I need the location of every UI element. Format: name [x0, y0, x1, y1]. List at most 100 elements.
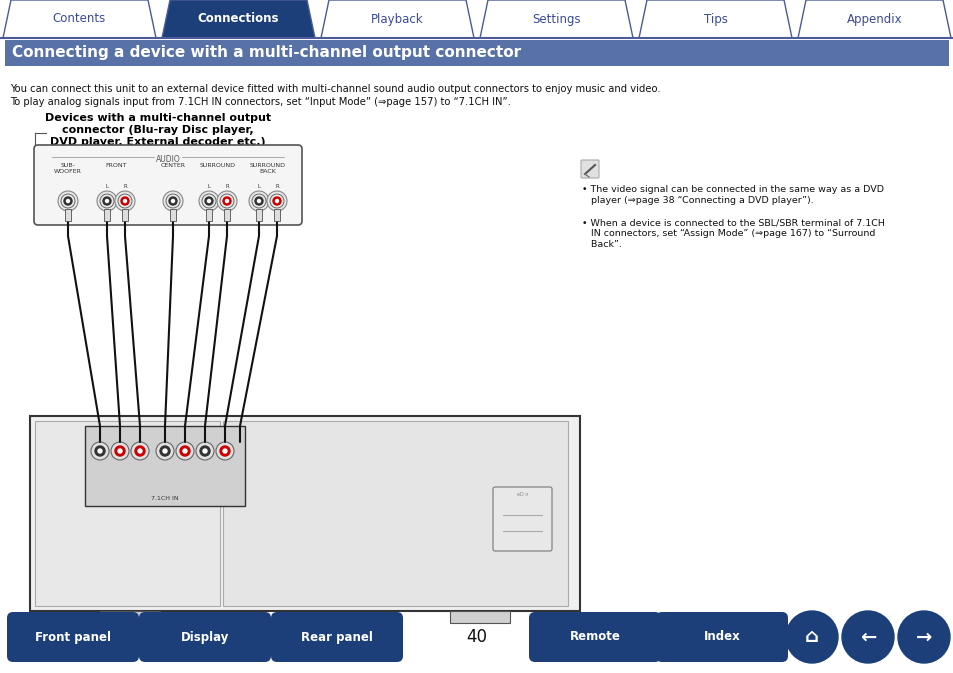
Circle shape: [195, 442, 213, 460]
Bar: [255, 209, 262, 221]
Circle shape: [257, 199, 260, 203]
Circle shape: [183, 449, 187, 453]
Circle shape: [91, 442, 109, 460]
Text: Devices with a multi-channel output: Devices with a multi-channel output: [45, 113, 271, 123]
Text: IN connectors, set “Assign Mode” (⇒page 167) to “Surround: IN connectors, set “Assign Mode” (⇒page …: [581, 229, 875, 238]
Text: player (⇒page 38 “Connecting a DVD player”).: player (⇒page 38 “Connecting a DVD playe…: [581, 196, 813, 205]
Circle shape: [106, 199, 109, 203]
Circle shape: [103, 197, 111, 205]
Polygon shape: [320, 0, 474, 38]
FancyBboxPatch shape: [656, 612, 787, 662]
Circle shape: [267, 191, 287, 211]
Circle shape: [95, 446, 105, 456]
Text: Back”.: Back”.: [581, 240, 621, 249]
Circle shape: [163, 449, 167, 453]
Text: L: L: [257, 184, 260, 190]
Circle shape: [115, 191, 135, 211]
Circle shape: [215, 442, 233, 460]
Bar: [85, 426, 245, 506]
Text: Tips: Tips: [702, 13, 727, 26]
Text: Playback: Playback: [371, 13, 423, 26]
Text: Rear panel: Rear panel: [301, 631, 373, 643]
Circle shape: [225, 199, 229, 203]
Bar: [65, 209, 71, 221]
FancyBboxPatch shape: [139, 612, 271, 662]
FancyBboxPatch shape: [7, 612, 139, 662]
Text: • When a device is connected to the SBL/SBR terminal of 7.1CH: • When a device is connected to the SBL/…: [581, 218, 884, 227]
Text: You can connect this unit to an external device fitted with multi-channel sound : You can connect this unit to an external…: [10, 84, 659, 94]
FancyBboxPatch shape: [493, 487, 552, 551]
Bar: [223, 421, 567, 606]
Circle shape: [249, 191, 269, 211]
Circle shape: [169, 197, 177, 205]
Circle shape: [156, 442, 173, 460]
FancyBboxPatch shape: [529, 612, 660, 662]
Circle shape: [223, 197, 231, 205]
Circle shape: [205, 197, 213, 205]
Bar: [170, 209, 175, 221]
Circle shape: [180, 446, 190, 456]
Circle shape: [223, 449, 227, 453]
Text: R: R: [274, 184, 278, 190]
Text: Appendix: Appendix: [846, 13, 902, 26]
Text: 7.1CH IN: 7.1CH IN: [151, 495, 178, 501]
Text: To play analog signals input from 7.1CH IN connectors, set “Input Mode” (⇒page 1: To play analog signals input from 7.1CH …: [10, 97, 511, 107]
Circle shape: [115, 446, 125, 456]
Circle shape: [121, 197, 129, 205]
Text: →: →: [915, 627, 931, 647]
Circle shape: [254, 197, 263, 205]
Circle shape: [111, 442, 129, 460]
Text: Front panel: Front panel: [35, 631, 111, 643]
Text: Index: Index: [703, 631, 740, 643]
Circle shape: [841, 611, 893, 663]
Bar: [224, 209, 230, 221]
Text: 40: 40: [466, 628, 487, 646]
Circle shape: [220, 446, 230, 456]
Circle shape: [97, 191, 117, 211]
Text: Connecting a device with a multi-channel output connector: Connecting a device with a multi-channel…: [12, 46, 520, 61]
Text: eD n: eD n: [517, 493, 528, 497]
Bar: [100, 611, 160, 623]
Polygon shape: [479, 0, 633, 38]
Circle shape: [98, 449, 102, 453]
FancyBboxPatch shape: [271, 612, 402, 662]
Text: Settings: Settings: [532, 13, 580, 26]
Circle shape: [135, 446, 145, 456]
Text: FRONT: FRONT: [105, 163, 127, 168]
Polygon shape: [3, 0, 156, 38]
Circle shape: [200, 446, 210, 456]
Circle shape: [216, 191, 236, 211]
Text: Connections: Connections: [197, 13, 279, 26]
Bar: [450, 611, 510, 623]
Text: Remote: Remote: [569, 631, 619, 643]
Circle shape: [163, 191, 183, 211]
Text: AUDIO: AUDIO: [155, 155, 180, 164]
Polygon shape: [639, 0, 791, 38]
Text: CENTER: CENTER: [160, 163, 185, 168]
Circle shape: [203, 449, 207, 453]
Text: L: L: [106, 184, 109, 190]
Circle shape: [199, 191, 219, 211]
Circle shape: [785, 611, 837, 663]
Text: • The video signal can be connected in the same way as a DVD: • The video signal can be connected in t…: [581, 185, 883, 194]
Circle shape: [160, 446, 170, 456]
Text: SURROUND
BACK: SURROUND BACK: [250, 163, 286, 174]
Bar: [30, 416, 579, 611]
FancyBboxPatch shape: [580, 160, 598, 178]
Bar: [274, 209, 280, 221]
Circle shape: [208, 199, 211, 203]
Text: ⌂: ⌂: [804, 627, 818, 647]
Circle shape: [123, 199, 127, 203]
Circle shape: [64, 197, 71, 205]
Circle shape: [58, 191, 78, 211]
Text: DVD player, External decoder etc.): DVD player, External decoder etc.): [51, 137, 266, 147]
Text: Display: Display: [181, 631, 229, 643]
Circle shape: [175, 442, 193, 460]
Text: L: L: [208, 184, 211, 190]
Circle shape: [131, 442, 149, 460]
Text: SUB-
WOOFER: SUB- WOOFER: [54, 163, 82, 174]
Polygon shape: [162, 0, 314, 38]
Text: R: R: [225, 184, 229, 190]
Circle shape: [273, 197, 281, 205]
Text: Contents: Contents: [52, 13, 106, 26]
